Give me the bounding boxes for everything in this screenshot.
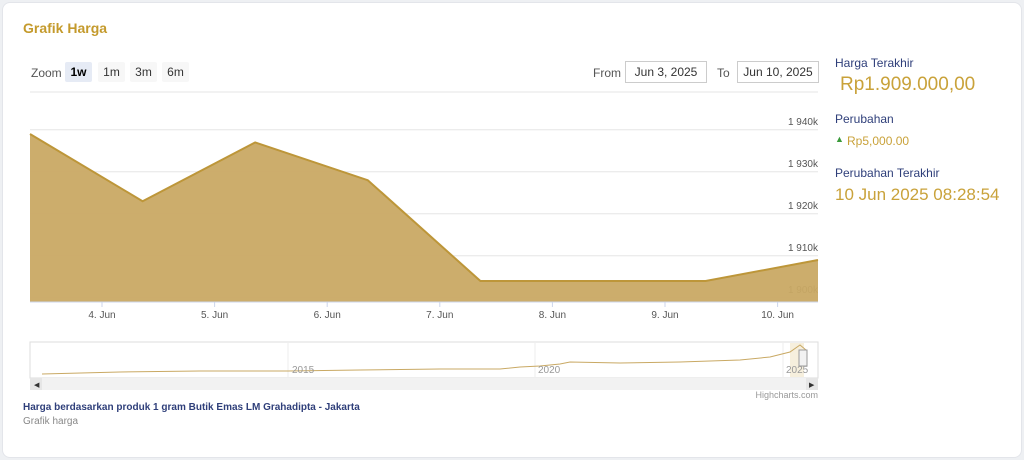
y-tick-label: 1 930k: [788, 159, 819, 170]
change-label: Perubahan: [835, 112, 894, 126]
from-label: From: [593, 66, 621, 80]
x-tick-label: 9. Jun: [651, 310, 678, 321]
change: Rp5,000.00: [847, 134, 910, 148]
x-tick-label: 6. Jun: [314, 310, 341, 321]
x-tick-label: 7. Jun: [426, 310, 453, 321]
navigator: [29, 341, 819, 379]
x-tick-label: 4. Jun: [88, 310, 115, 321]
last-price: Rp1.909.000,00: [840, 74, 976, 95]
last-change-label: Perubahan Terakhir: [835, 166, 940, 180]
title: Grafik Harga: [23, 20, 108, 36]
zoom-button[interactable]: 1m: [98, 62, 125, 82]
subcaption: Grafik harga: [23, 416, 79, 427]
x-tick-label: 10. Jun: [761, 310, 794, 321]
to-label: To: [717, 66, 730, 80]
scroll-left-arrow: ◀: [34, 382, 40, 389]
last-change: 10 Jun 2025 08:28:54: [835, 185, 1000, 204]
x-tick-label: 8. Jun: [539, 310, 566, 321]
navigator-label: 2020: [538, 365, 561, 376]
caption: Harga berdasarkan produk 1 gram Butik Em…: [23, 402, 360, 413]
scroll-left[interactable]: [30, 378, 42, 390]
zoom-button[interactable]: 1w: [65, 62, 92, 82]
y-tick-label: 1 920k: [788, 201, 819, 212]
zoom-label: Zoom: [31, 66, 62, 80]
scroll-right[interactable]: [806, 378, 818, 390]
zoom-button[interactable]: 6m: [162, 62, 189, 82]
credits: Highcharts.com: [755, 390, 818, 400]
last-price-label: Harga Terakhir: [835, 56, 914, 70]
area: [30, 134, 818, 302]
navigator-label: 2015: [292, 365, 315, 376]
up-arrow: ▲: [835, 134, 844, 144]
line: [29, 133, 819, 282]
navigator-handle[interactable]: [798, 349, 808, 367]
navigator-label: 2025: [786, 365, 809, 376]
x-tick-label: 5. Jun: [201, 310, 228, 321]
y-tick-label: 1 940k: [788, 117, 819, 128]
scrollbar[interactable]: [30, 378, 818, 390]
navigator-line: [41, 344, 807, 375]
y-tick-label: 1 910k: [788, 243, 819, 254]
scroll-right-arrow: ▶: [809, 382, 815, 389]
to-input[interactable]: Jun 10, 2025: [737, 61, 819, 83]
zoom-button[interactable]: 3m: [130, 62, 157, 82]
from-input[interactable]: Jun 3, 2025: [625, 61, 707, 83]
